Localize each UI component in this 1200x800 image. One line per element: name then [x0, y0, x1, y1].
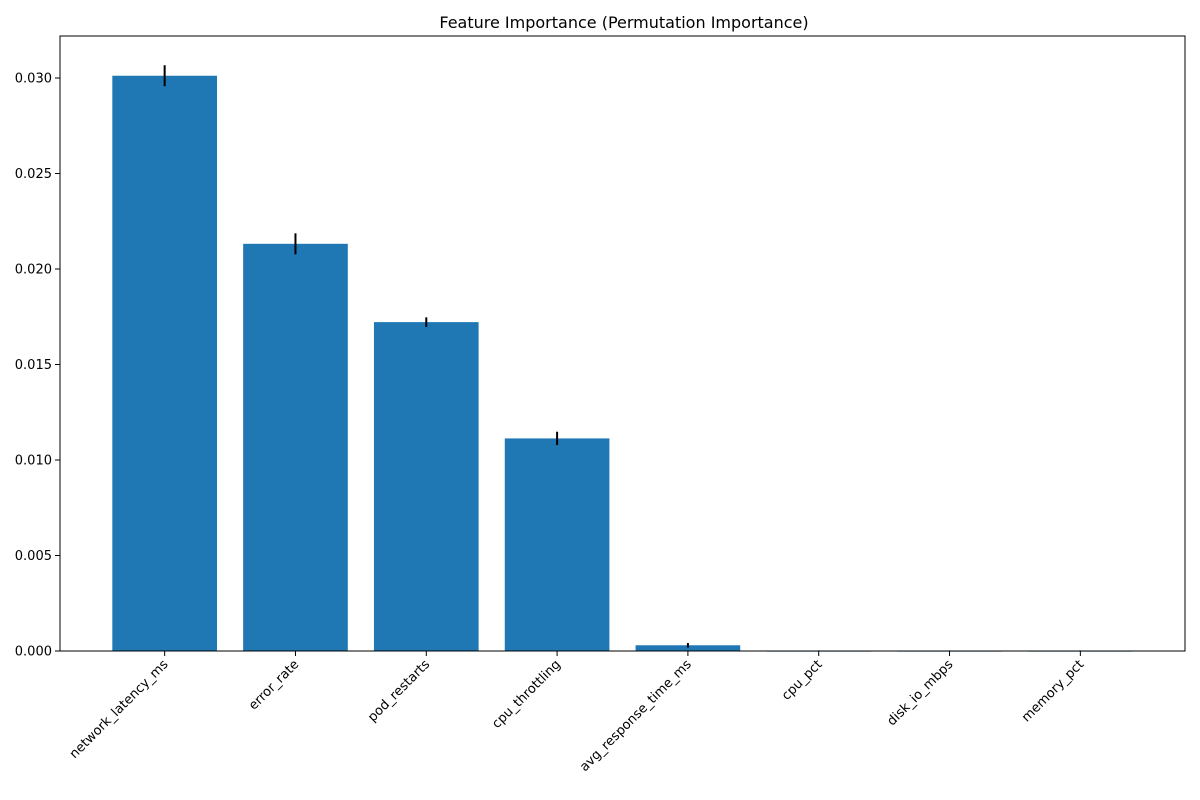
bars-layer — [112, 75, 1133, 652]
y-tick-label: 0.015 — [15, 358, 52, 373]
chart-title: Feature Importance (Permutation Importan… — [439, 13, 808, 32]
x-tick-label: error_rate — [246, 657, 302, 713]
bar-error_rate — [243, 243, 348, 651]
x-axis: network_latency_ms error_rate pod_restarts… — [67, 651, 1087, 775]
bar-cpu_throttling — [504, 438, 610, 651]
x-tick-label: pod_restarts — [365, 657, 433, 725]
y-tick-label: 0.025 — [15, 167, 52, 182]
y-tick-label: 0.005 — [15, 549, 52, 564]
x-tick-label: network_latency_ms — [67, 657, 172, 762]
plot-frame — [59, 35, 1186, 652]
x-tick-label: avg_response_time_ms — [577, 657, 695, 775]
y-tick-label: 0.020 — [15, 263, 52, 278]
bar-pod_restarts — [373, 322, 479, 651]
y-axis: 0.000 0.005 0.010 0.015 0.020 0.025 0.030 — [15, 72, 60, 660]
y-tick-label: 0.030 — [15, 72, 52, 87]
x-tick-label: cpu_pct — [779, 657, 825, 703]
error-bars-layer — [163, 65, 1082, 651]
x-tick-label: disk_io_mbps — [884, 657, 956, 729]
x-tick-label: cpu_throttling — [489, 657, 564, 732]
bar-avg_response_time_ms — [635, 645, 741, 651]
x-tick-label: memory_pct — [1019, 657, 1087, 725]
bar-network_latency_ms — [112, 75, 217, 652]
y-tick-label: 0.010 — [15, 454, 52, 469]
y-tick-label: 0.000 — [15, 645, 52, 660]
